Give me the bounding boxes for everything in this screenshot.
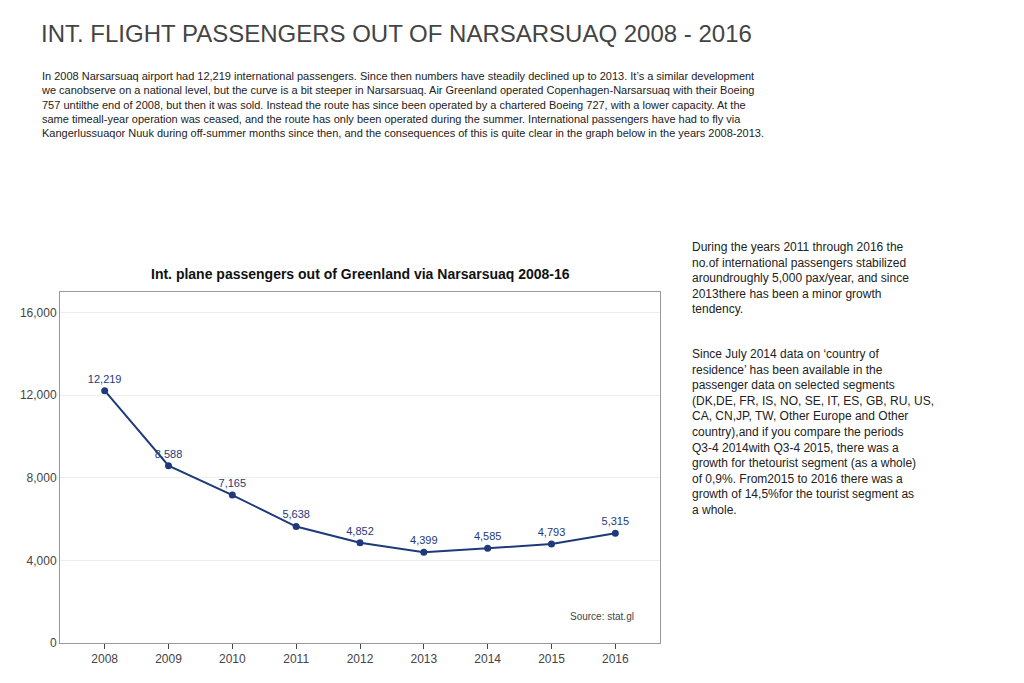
svg-text:In 2008 Narsarsuaq airport had: In 2008 Narsarsuaq airport had 12,219 in…	[41, 70, 764, 139]
svg-text:4,000: 4,000	[27, 554, 57, 568]
svg-text:12,219: 12,219	[88, 373, 122, 385]
svg-text:12,000: 12,000	[20, 388, 57, 402]
svg-text:2011: 2011	[283, 652, 309, 666]
svg-text:2008: 2008	[91, 652, 118, 666]
svg-text:4,399: 4,399	[410, 534, 438, 546]
svg-text:5,638: 5,638	[282, 508, 310, 520]
svg-text:2013: 2013	[410, 652, 437, 666]
svg-text:Int. plane passengers out of G: Int. plane passengers out of Greenland v…	[151, 266, 570, 282]
svg-text:8,000: 8,000	[27, 471, 57, 485]
svg-text:7,165: 7,165	[219, 477, 247, 489]
svg-text:2010: 2010	[219, 652, 246, 666]
svg-text:2009: 2009	[155, 652, 182, 666]
svg-text:INT. FLIGHT PASSENGERS OUT OF: INT. FLIGHT PASSENGERS OUT OF NARSARSUAQ…	[41, 20, 752, 47]
svg-text:4,793: 4,793	[538, 526, 566, 538]
svg-text:4,852: 4,852	[346, 525, 374, 537]
svg-text:Since July 2014 data on ‘count: Since July 2014 data on ‘country ofresid…	[692, 347, 934, 517]
svg-text:16,000: 16,000	[20, 306, 57, 320]
svg-text:Source: stat.gl: Source: stat.gl	[570, 611, 634, 622]
svg-text:2014: 2014	[474, 652, 501, 666]
svg-text:0: 0	[50, 636, 57, 650]
svg-text:5,315: 5,315	[602, 515, 630, 527]
svg-text:2016: 2016	[602, 652, 629, 666]
svg-text:During the years 2011 through: During the years 2011 through 2016 theno…	[692, 240, 909, 316]
svg-text:4,585: 4,585	[474, 530, 502, 542]
svg-text:2012: 2012	[347, 652, 374, 666]
svg-text:2015: 2015	[538, 652, 565, 666]
svg-text:8,588: 8,588	[155, 448, 183, 460]
